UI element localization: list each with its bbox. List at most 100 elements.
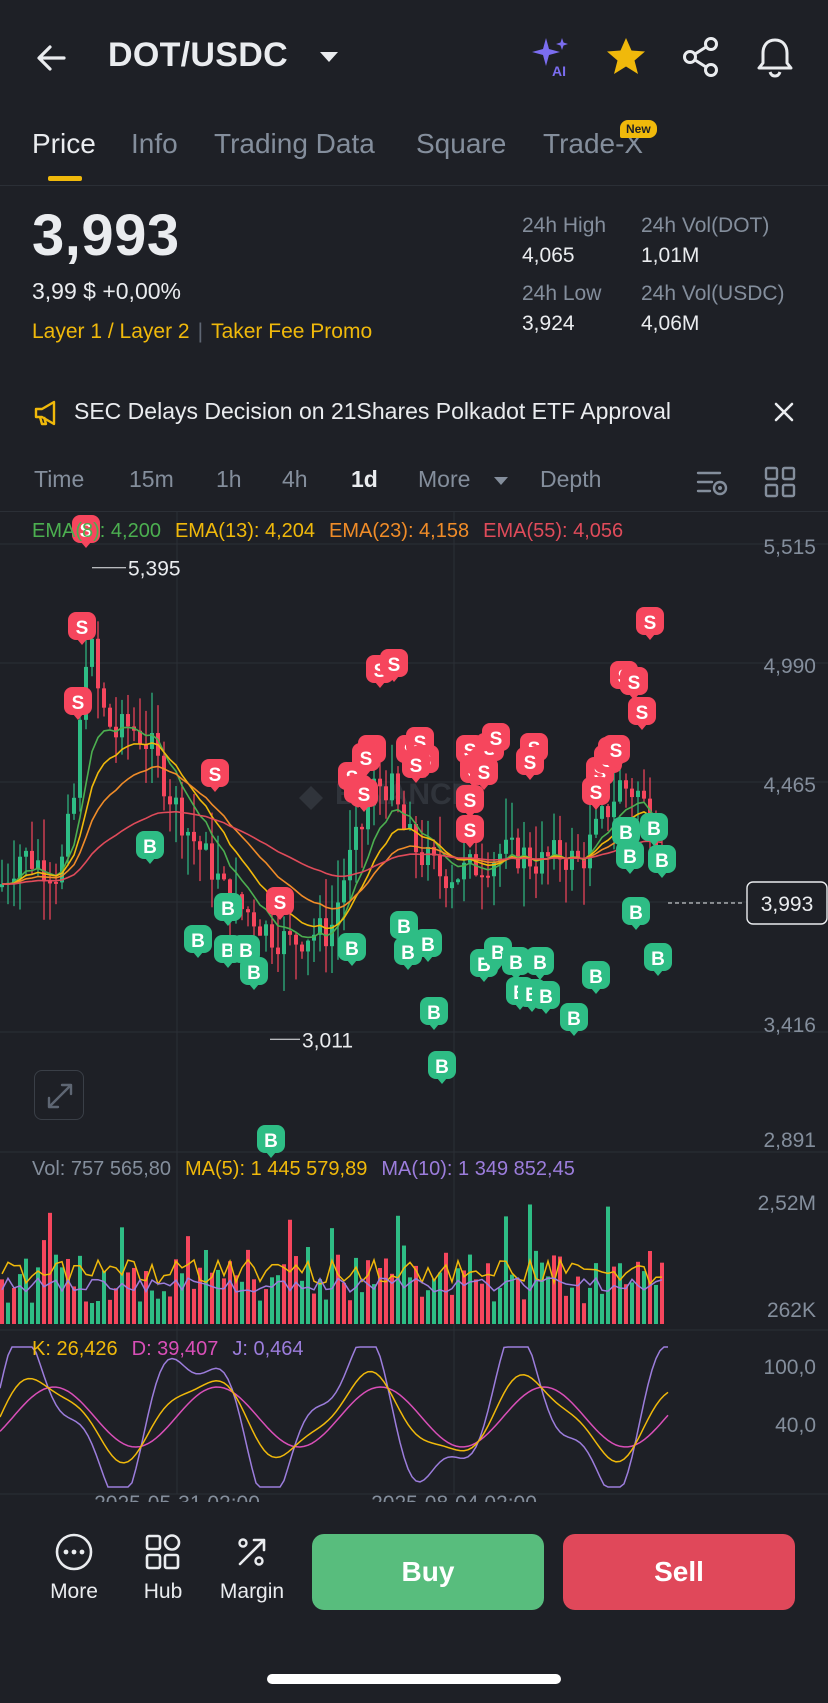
volume-bar: [222, 1278, 226, 1324]
volume-bar: [132, 1267, 136, 1324]
vol-legend: Vol: 757 565,80 MA(5): 1 445 579,89 MA(10)…: [32, 1158, 589, 1181]
chevron-down-icon[interactable]: [493, 475, 509, 487]
buy-marker-body: [390, 911, 418, 939]
candle-body: [348, 849, 352, 881]
tab-info[interactable]: Info: [131, 128, 178, 159]
vol-axis-tick: 262K: [767, 1299, 816, 1322]
sell-marker-body: [402, 750, 430, 778]
volume-bar: [126, 1272, 130, 1324]
kdj-d-line: [0, 1386, 669, 1448]
interval-15m[interactable]: 15m: [129, 466, 174, 492]
candle-body: [168, 796, 172, 805]
tab-trading-data[interactable]: Trading Data: [214, 128, 375, 159]
interval-time[interactable]: Time: [34, 466, 85, 492]
vol-label: Vol: 757 565,80: [32, 1158, 172, 1180]
candle-body: [558, 840, 562, 860]
volume-bar: [180, 1273, 184, 1324]
candle-body: [576, 850, 580, 859]
candle-body: [624, 780, 628, 789]
fullscreen-button[interactable]: [34, 1070, 84, 1120]
buy-marker-tail: [591, 988, 601, 994]
chevron-down-icon[interactable]: [318, 50, 340, 64]
date-tick: 2025-08-04 02:00: [371, 1492, 537, 1502]
sell-marker-tail: [389, 676, 399, 682]
buy-marker-tail: [423, 956, 433, 962]
volume-bar: [462, 1270, 466, 1324]
bell-icon[interactable]: [752, 34, 798, 80]
ema23-label: EMA(23): 4,158: [329, 520, 470, 542]
candle-body: [66, 813, 70, 857]
volume-bar: [354, 1257, 358, 1324]
more-button[interactable]: More: [34, 1532, 114, 1604]
volume-bar: [468, 1254, 472, 1324]
indicator-settings-icon[interactable]: [694, 464, 730, 500]
candle-body: [330, 924, 334, 947]
margin-button[interactable]: Margin: [212, 1532, 292, 1604]
buy-marker-tail: [223, 962, 233, 968]
svg-text:AI: AI: [552, 63, 566, 79]
close-icon[interactable]: [770, 398, 798, 426]
candle-body: [498, 853, 502, 863]
volume-bar: [114, 1288, 118, 1324]
interval-bar: Time 15m 1h 4h 1d More Depth: [0, 460, 828, 512]
buy-marker-body: [648, 845, 676, 873]
sell-marker-letter: S: [590, 783, 603, 804]
volume-bar: [540, 1262, 544, 1324]
buy-marker-tail: [223, 920, 233, 926]
buy-marker-body: [428, 1051, 456, 1079]
candle-body: [636, 790, 640, 798]
sell-marker-tail: [411, 777, 421, 783]
candle-body: [612, 801, 616, 818]
volume-bar: [330, 1228, 334, 1324]
interval-1d[interactable]: 1d: [351, 466, 378, 492]
hub-button[interactable]: Hub: [123, 1532, 203, 1604]
tag-layer[interactable]: Layer 1 / Layer 2: [32, 320, 190, 343]
candle-body: [438, 855, 442, 877]
star-icon[interactable]: [603, 34, 649, 80]
news-banner[interactable]: SEC Delays Decision on 21Shares Polkadot…: [0, 390, 828, 436]
sell-marker-body: [482, 723, 510, 751]
buy-marker-tail: [493, 964, 503, 970]
news-headline[interactable]: SEC Delays Decision on 21Shares Polkadot…: [74, 398, 672, 424]
tab-bar: Price Info Trading Data Square Trade-X: [0, 112, 828, 186]
tab-square[interactable]: Square: [416, 128, 507, 159]
volume-bar: [270, 1277, 274, 1324]
candle-body: [18, 856, 22, 879]
candle-body: [540, 852, 544, 874]
price-axis-tick: 4,465: [763, 774, 816, 797]
share-icon[interactable]: [678, 34, 724, 80]
sell-marker-tail: [275, 914, 285, 920]
candle-body: [198, 841, 202, 850]
candle-body: [456, 879, 460, 883]
interval-4h[interactable]: 4h: [282, 466, 308, 492]
volume-bar: [642, 1271, 646, 1324]
buy-marker-tail: [347, 960, 357, 966]
interval-1h[interactable]: 1h: [216, 466, 242, 492]
pair-title[interactable]: DOT/USDC: [108, 36, 288, 74]
tab-price[interactable]: Price: [32, 128, 96, 159]
interval-depth[interactable]: Depth: [540, 466, 602, 492]
candle-body: [654, 837, 658, 853]
ai-sparkle-icon[interactable]: AI: [528, 34, 574, 80]
candle-body: [462, 862, 466, 880]
tag-promo[interactable]: Taker Fee Promo: [211, 320, 373, 343]
price-axis-tick: 5,515: [763, 536, 816, 559]
ema55-line: [2, 810, 663, 885]
kline-chart[interactable]: BINANCE 5,395 3,011 S S S S S S S S S S S S S S S S S S S S S S…: [0, 512, 828, 1502]
buy-marker-letter: B: [509, 953, 523, 974]
back-arrow-icon[interactable]: [30, 36, 74, 80]
candle-body: [312, 934, 316, 941]
candle-body: [534, 866, 538, 874]
layout-grid-icon[interactable]: [762, 464, 798, 500]
volume-bar: [54, 1254, 58, 1324]
buy-button[interactable]: Buy: [312, 1534, 544, 1610]
interval-more[interactable]: More: [418, 466, 471, 492]
candle-body: [0, 884, 4, 888]
buy-marker-letter: B: [629, 903, 643, 924]
buy-marker-letter: B: [247, 963, 261, 984]
candle-body: [222, 873, 226, 880]
candle-body: [354, 826, 358, 850]
buy-marker-tail: [649, 840, 659, 846]
sell-button[interactable]: Sell: [563, 1534, 795, 1610]
